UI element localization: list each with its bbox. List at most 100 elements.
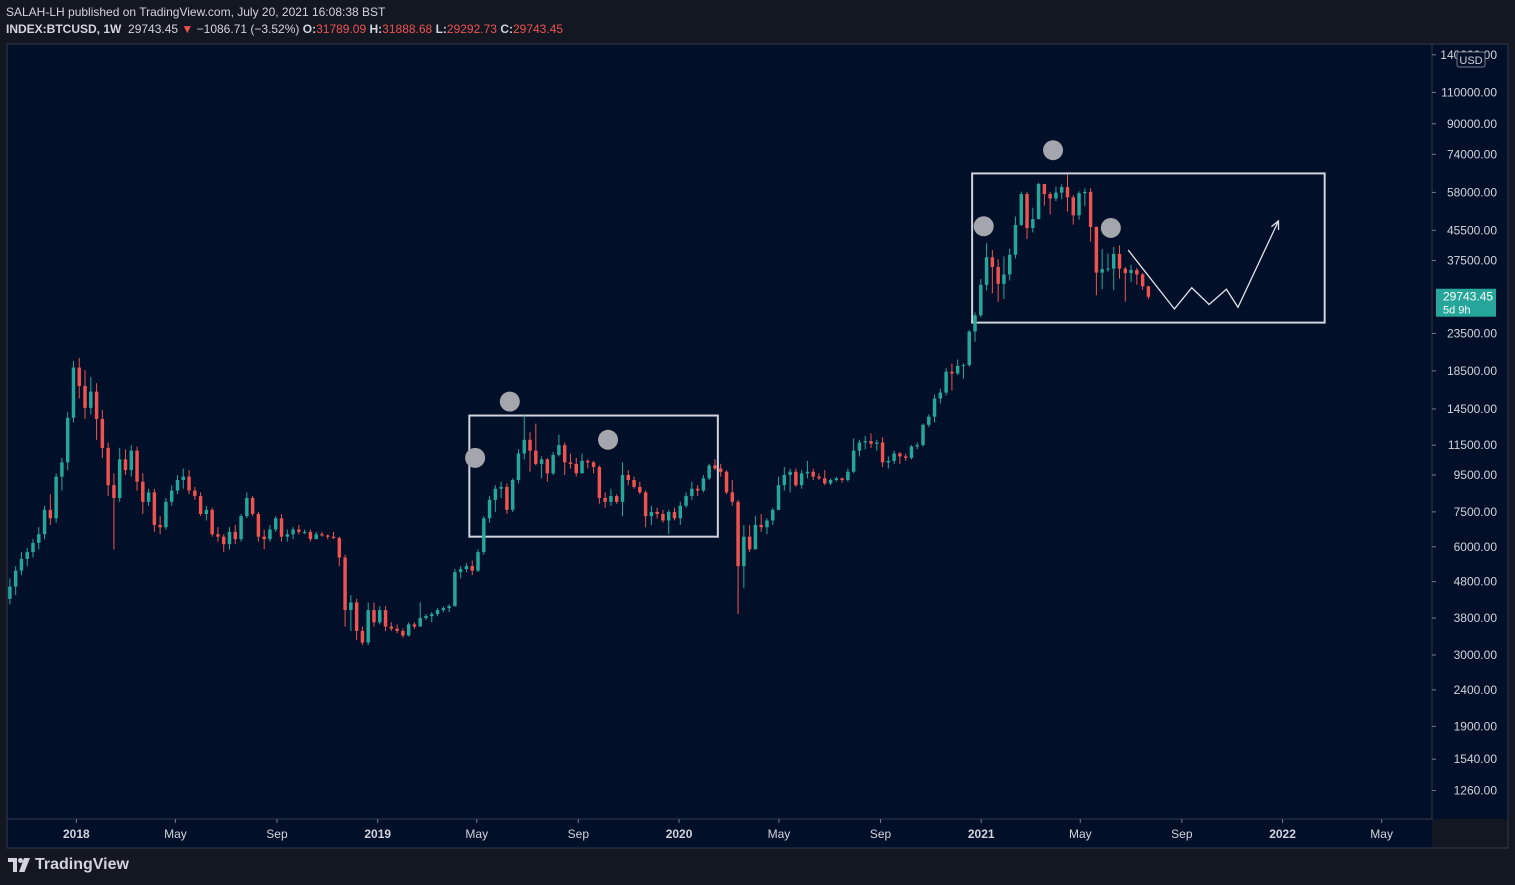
candle	[1031, 207, 1035, 233]
candle	[117, 447, 122, 502]
price-tick-label: 1900.00	[1454, 719, 1498, 733]
candle-body	[1013, 224, 1018, 255]
candle	[470, 560, 474, 576]
candle-body	[1065, 187, 1070, 198]
candle-body	[493, 488, 498, 500]
candle	[753, 516, 758, 550]
candle	[609, 488, 613, 506]
candle	[690, 481, 694, 500]
candle-body	[846, 471, 850, 480]
candle	[828, 478, 833, 486]
pattern-marker	[598, 429, 619, 450]
candle	[1077, 191, 1081, 220]
candle-body	[903, 456, 908, 458]
candle	[54, 473, 58, 523]
tradingview-logo[interactable]: TradingView	[8, 856, 129, 874]
candle-body	[274, 518, 278, 530]
candle-body	[672, 511, 677, 519]
candle-body	[331, 536, 336, 538]
candle	[291, 527, 295, 540]
candle	[1117, 245, 1122, 279]
pattern-marker	[1043, 140, 1064, 161]
price-change: −1086.71 (−3.52%)	[196, 22, 300, 36]
candle	[586, 459, 590, 469]
symbol-label[interactable]: INDEX:BTCUSD, 1W	[6, 22, 122, 36]
candle	[522, 415, 526, 460]
candle	[638, 481, 642, 495]
candle-body	[932, 398, 937, 417]
candle-body	[1019, 194, 1023, 225]
candle	[314, 531, 318, 540]
candle-body	[539, 459, 544, 464]
candle-body	[360, 630, 365, 643]
candle	[886, 456, 891, 469]
candle-body	[522, 439, 526, 454]
candle-body	[268, 529, 272, 540]
candle-body	[880, 442, 885, 463]
candle	[31, 539, 35, 558]
candle-body	[603, 497, 607, 502]
candle	[227, 527, 232, 550]
candle-body	[713, 465, 717, 469]
candle-body	[424, 616, 428, 619]
candle	[412, 622, 417, 629]
candle	[1013, 216, 1018, 259]
candle	[973, 312, 977, 342]
candle	[684, 492, 688, 508]
candle	[268, 524, 272, 542]
candle	[262, 529, 266, 550]
candle-body	[169, 490, 174, 502]
candle	[597, 465, 602, 504]
candle-body	[395, 628, 399, 631]
price-tick-label: 3800.00	[1454, 611, 1498, 625]
candle	[48, 494, 53, 525]
plot-area[interactable]	[7, 44, 1432, 819]
candle-body	[944, 371, 948, 393]
candle	[308, 529, 313, 542]
price-axis[interactable]	[1432, 44, 1508, 819]
price-tick-label: 37500.00	[1447, 254, 1497, 268]
candle-body	[609, 496, 613, 502]
candle	[869, 433, 873, 448]
candle-body	[724, 471, 729, 493]
candle	[614, 494, 619, 504]
ohlc-legend: INDEX:BTCUSD, 1W 29743.45 ▼ −1086.71 (−3…	[6, 22, 563, 36]
tradingview-logo-icon	[8, 858, 30, 872]
candle	[83, 370, 87, 419]
candle-body	[1036, 184, 1041, 220]
price-tick-label: 110000.00	[1441, 85, 1497, 99]
candle	[892, 450, 896, 464]
candle-body	[89, 391, 93, 408]
candle	[771, 507, 775, 525]
candle-body	[245, 497, 249, 517]
pattern-marker	[499, 391, 520, 412]
candle	[1140, 273, 1145, 290]
candle	[950, 363, 954, 391]
candle-body	[77, 367, 81, 386]
candle	[632, 476, 636, 489]
candle-body	[476, 552, 480, 571]
currency-badge[interactable]	[1456, 51, 1486, 68]
candle-body	[337, 537, 342, 558]
candle-body	[1129, 269, 1133, 274]
time-axis[interactable]	[7, 819, 1432, 848]
candle	[661, 509, 665, 523]
candle-body	[753, 524, 758, 550]
candle-body	[730, 492, 735, 502]
candle	[742, 524, 746, 589]
candle	[129, 445, 133, 477]
price-tick-label: 2400.00	[1454, 683, 1498, 697]
candle	[152, 488, 157, 532]
candle-body	[19, 558, 24, 571]
candle	[216, 527, 220, 542]
candle-body	[788, 471, 792, 475]
candle-body	[927, 416, 931, 425]
candle-body	[383, 610, 388, 627]
candle	[1123, 266, 1128, 302]
candle	[458, 566, 463, 579]
candle	[181, 468, 186, 489]
time-tick-label: 2021	[968, 827, 995, 841]
candle	[424, 614, 428, 621]
candle-body	[210, 509, 214, 535]
